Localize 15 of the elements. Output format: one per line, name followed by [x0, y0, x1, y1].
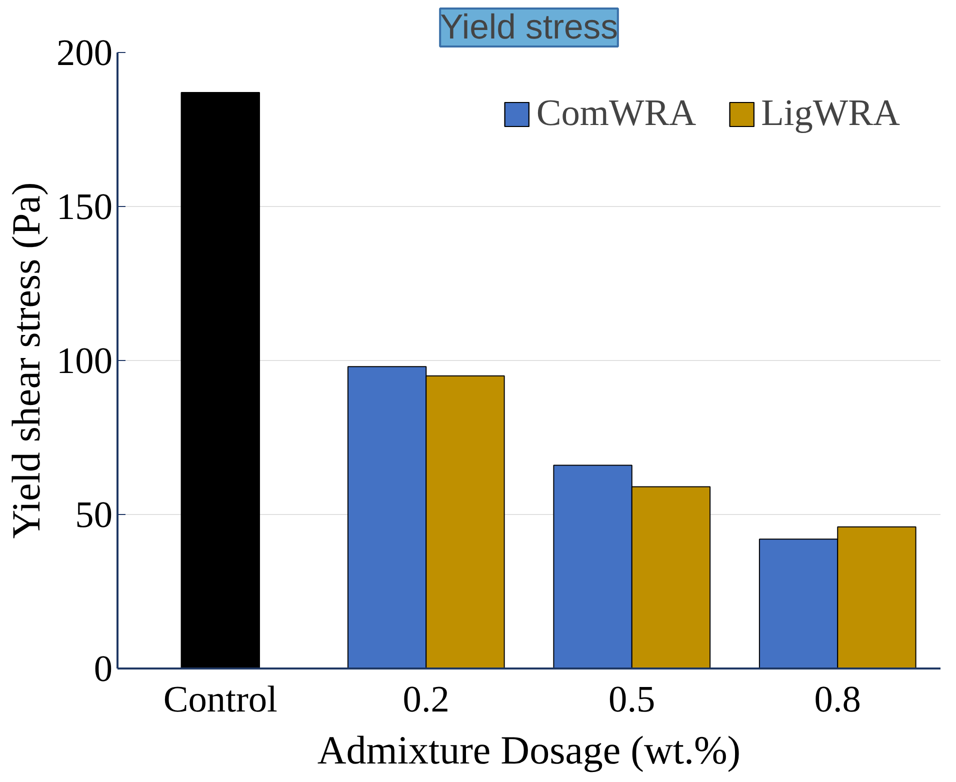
- x-tick-label: 0.8: [814, 680, 861, 720]
- y-axis-title: Yield shear stress (Pa): [4, 182, 49, 539]
- legend-label: ComWRA: [536, 92, 696, 135]
- y-tick-label: 200: [56, 33, 113, 74]
- y-tick-label: 50: [75, 495, 112, 536]
- x-axis-title: Admixture Dosage (wt.%): [317, 728, 741, 772]
- legend-label: LigWRA: [761, 92, 900, 135]
- x-tick-label: 0.2: [402, 680, 450, 720]
- chart-title: Yield stress: [440, 8, 618, 46]
- y-tick-label: 0: [94, 649, 113, 690]
- y-tick-label: 100: [56, 341, 113, 382]
- x-tick-label: Control: [163, 680, 278, 720]
- x-tick-label: 0.5: [608, 680, 656, 720]
- bar: [180, 92, 260, 668]
- y-tick-label: 150: [56, 187, 113, 228]
